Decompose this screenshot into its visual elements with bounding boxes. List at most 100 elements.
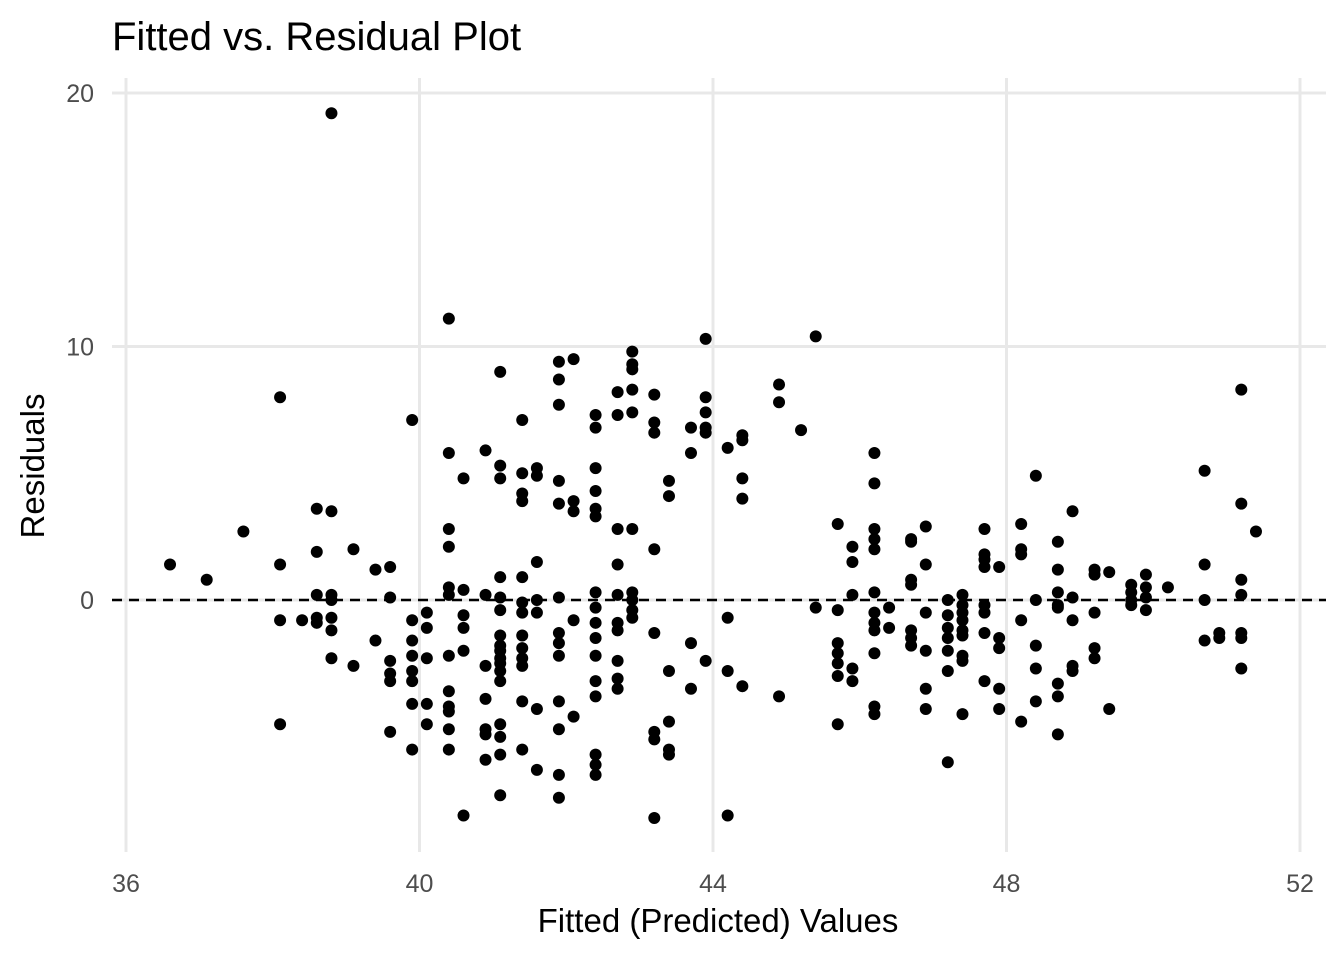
- data-point: [200, 573, 213, 586]
- data-point: [1015, 715, 1028, 728]
- data-point: [736, 680, 749, 693]
- data-point: [919, 558, 932, 571]
- data-point: [516, 629, 529, 642]
- data-point: [406, 634, 419, 647]
- data-point: [552, 695, 565, 708]
- data-point: [589, 484, 602, 497]
- data-point: [494, 591, 507, 604]
- data-point: [552, 497, 565, 510]
- x-axis-tick-labels: 36 40 44 48 52: [112, 870, 1314, 898]
- data-points: [164, 107, 1262, 825]
- data-point: [919, 644, 932, 657]
- data-point: [736, 434, 749, 447]
- data-point: [1015, 548, 1028, 561]
- data-point: [494, 365, 507, 378]
- data-point: [552, 791, 565, 804]
- data-point: [589, 601, 602, 614]
- data-point: [457, 621, 470, 634]
- data-point: [325, 107, 338, 120]
- data-point: [978, 561, 991, 574]
- data-point: [662, 715, 675, 728]
- data-point: [626, 363, 639, 376]
- data-point: [442, 312, 455, 325]
- data-point: [406, 414, 419, 427]
- data-point: [941, 594, 954, 606]
- data-point: [406, 697, 419, 710]
- data-point: [530, 703, 543, 716]
- data-point: [567, 353, 580, 366]
- data-point: [384, 654, 397, 667]
- data-point: [993, 642, 1006, 655]
- data-point: [369, 563, 382, 576]
- data-point: [589, 510, 602, 523]
- data-point: [494, 675, 507, 688]
- data-point: [611, 682, 624, 695]
- data-point: [648, 543, 661, 556]
- data-point: [516, 743, 529, 756]
- y-tick-label: 20: [66, 80, 94, 108]
- data-point: [831, 718, 844, 731]
- data-point: [406, 614, 419, 627]
- data-point: [1125, 599, 1138, 612]
- data-point: [868, 586, 881, 599]
- data-point: [530, 594, 543, 606]
- data-point: [310, 545, 323, 558]
- data-point: [420, 621, 433, 634]
- grid-lines: [112, 78, 1326, 852]
- data-point: [479, 659, 492, 672]
- data-point: [978, 675, 991, 688]
- data-point: [1139, 568, 1152, 581]
- data-point: [1051, 601, 1064, 614]
- data-point: [993, 703, 1006, 716]
- data-point: [589, 616, 602, 629]
- data-point: [567, 495, 580, 508]
- data-point: [736, 472, 749, 485]
- data-point: [831, 517, 844, 530]
- data-point: [831, 604, 844, 617]
- data-point: [684, 682, 697, 695]
- data-point: [773, 690, 786, 703]
- data-point: [530, 606, 543, 619]
- data-point: [530, 469, 543, 482]
- data-point: [296, 614, 309, 627]
- data-point: [626, 406, 639, 419]
- data-point: [684, 446, 697, 459]
- data-point: [978, 626, 991, 639]
- data-point: [831, 657, 844, 670]
- data-point: [956, 614, 969, 627]
- data-point: [384, 561, 397, 574]
- data-point: [1235, 662, 1248, 675]
- data-point: [1103, 566, 1116, 579]
- data-point: [941, 644, 954, 657]
- data-point: [809, 330, 822, 343]
- data-point: [956, 629, 969, 642]
- data-point: [1213, 632, 1226, 645]
- data-point: [347, 659, 360, 672]
- data-point: [1235, 497, 1248, 510]
- data-point: [420, 606, 433, 619]
- data-point: [589, 675, 602, 688]
- data-point: [516, 596, 529, 609]
- data-point: [1029, 594, 1042, 606]
- data-point: [883, 601, 896, 614]
- data-point: [325, 594, 338, 606]
- data-point: [1088, 606, 1101, 619]
- data-point: [516, 495, 529, 508]
- data-point: [494, 748, 507, 761]
- data-point: [868, 543, 881, 556]
- data-point: [978, 523, 991, 536]
- data-point: [684, 421, 697, 434]
- data-point: [237, 525, 250, 538]
- data-point: [956, 588, 969, 601]
- data-point: [721, 809, 734, 822]
- data-point: [442, 723, 455, 736]
- data-point: [941, 632, 954, 645]
- data-point: [479, 692, 492, 705]
- data-point: [1139, 604, 1152, 617]
- data-point: [684, 637, 697, 650]
- data-point: [384, 675, 397, 688]
- data-point: [589, 462, 602, 475]
- data-point: [494, 571, 507, 584]
- data-point: [589, 690, 602, 703]
